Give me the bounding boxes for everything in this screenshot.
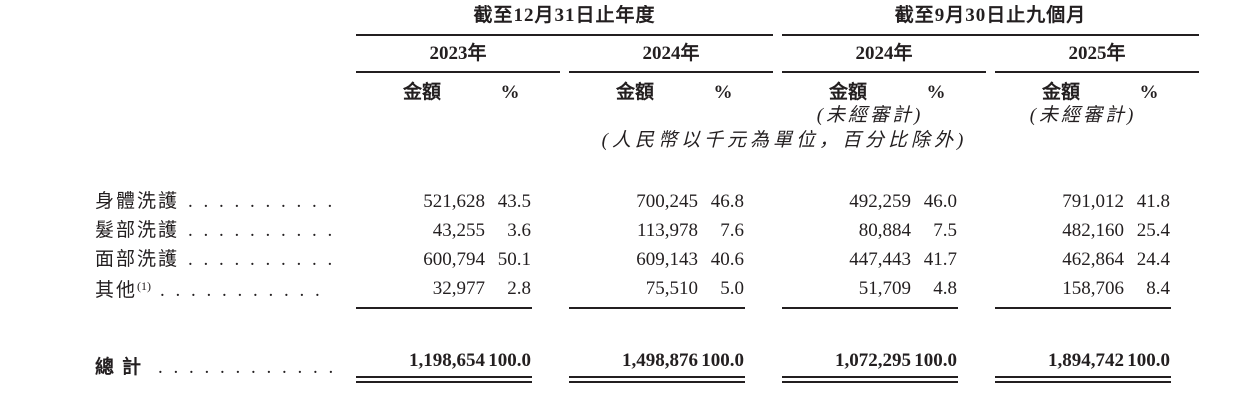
percent-value: 2.8 [488,271,532,309]
year-header-row: 2023年 2024年 2024年 2025年 [0,36,1200,73]
total-amount-value: 1,072,295 [782,340,915,383]
percent-column-header: % [500,82,520,103]
amount-column-header: 金額 [829,82,868,103]
row-others: 其他(1). . . . . . . . . . . 32,977 2.8 75… [0,271,1199,309]
amount-value: 51,709 [782,271,915,309]
period-group-header-row: 截至12月31日止年度 截至9月30日止九個月 [0,5,1200,36]
total-percent-value: 100.0 [488,340,532,383]
amount-value: 32,977 [356,271,488,309]
percent-value: 46.8 [710,191,744,212]
total-amount-value: 1,894,742 [995,340,1128,383]
amount-column-header: 金額 [1042,82,1081,103]
unaudited-note-row: (未經審計) (未經審計) [0,104,1199,127]
percent-column-header: % [1139,82,1159,103]
period-group-header-nine-month: 截至9月30日止九個月 [782,5,1200,36]
amount-value: 482,160 [1062,220,1125,241]
column-header-row: 金額 % 金額 % 金額 % 金額 % [0,73,1199,104]
row-label: 面部洗護. . . . . . . . . . [95,249,336,270]
year-header-2025: 2025年 [995,36,1200,73]
percent-value: 7.6 [720,220,744,241]
year-header-2023: 2023年 [356,36,560,73]
amount-column-header: 金額 [615,82,654,103]
amount-value: 521,628 [423,191,485,212]
row-total: 總計. . . . . . . . . . . . 1,198,654 100.… [0,340,1199,383]
leader-dots: . . . . . . . . . . [188,249,336,270]
row-label: 髮部洗護. . . . . . . . . . [95,220,336,241]
amount-value: 80,884 [858,220,912,241]
percent-value: 4.8 [914,271,959,309]
percent-value: 3.6 [507,220,531,241]
percent-value: 25.4 [1136,220,1171,241]
row-body-care: 身體洗護. . . . . . . . . . 521,628 43.5 700… [0,184,1199,213]
amount-value: 43,255 [432,220,485,241]
total-percent-value: 100.0 [914,340,959,383]
footnote-marker: (1) [137,279,152,293]
amount-value: 462,864 [1062,249,1125,270]
amount-value: 158,706 [995,271,1128,309]
total-percent-value: 100.0 [701,340,745,383]
total-amount-value: 1,498,876 [569,340,701,383]
percent-value: 43.5 [497,191,531,212]
year-header-2024-annual: 2024年 [569,36,774,73]
revenue-by-category-table: 截至12月31日止年度 截至9月30日止九個月 2023年 2024年 2024… [0,5,1200,383]
leader-dots: . . . . . . . . . . . [160,280,323,301]
amount-value: 700,245 [636,191,698,212]
percent-column-header: % [926,82,946,103]
leader-dots: . . . . . . . . . . . . [158,357,337,378]
row-facial-care: 面部洗護. . . . . . . . . . 600,794 50.1 609… [0,242,1199,271]
unaudited-note: (未經審計) [1029,105,1137,126]
amount-value: 600,794 [423,249,485,270]
leader-dots: . . . . . . . . . . [188,220,336,241]
period-group-header-annual: 截至12月31日止年度 [356,5,774,36]
year-header-2024-nine-month: 2024年 [782,36,987,73]
percent-value: 8.4 [1127,271,1172,309]
amount-value: 492,259 [849,191,912,212]
row-label: 身體洗護. . . . . . . . . . [95,191,336,212]
percent-value: 46.0 [923,191,958,212]
percent-value: 5.0 [701,271,745,309]
percent-value: 24.4 [1136,249,1171,270]
row-label: 其他(1). . . . . . . . . . . [95,279,323,301]
amount-column-header: 金額 [402,82,441,103]
amount-value: 791,012 [1062,191,1125,212]
row-hair-care: 髮部洗護. . . . . . . . . . 43,255 3.6 113,9… [0,213,1199,242]
percent-column-header: % [713,82,733,103]
percent-value: 50.1 [497,249,531,270]
percent-value: 41.8 [1136,191,1171,212]
amount-value: 75,510 [569,271,701,309]
amount-value: 113,978 [636,220,698,241]
percent-value: 40.6 [710,249,744,270]
amount-value: 447,443 [849,249,912,270]
percent-value: 41.7 [923,249,958,270]
total-amount-value: 1,198,654 [356,340,488,383]
unaudited-note: (未經審計) [816,105,924,126]
currency-unit-note: (人民幣以千元為單位，百分比除外) [601,130,968,151]
percent-value: 7.5 [933,220,958,241]
row-label: 總計. . . . . . . . . . . . [95,357,337,378]
amount-value: 609,143 [636,249,698,270]
leader-dots: . . . . . . . . . . [188,191,336,212]
total-percent-value: 100.0 [1127,340,1172,383]
unit-note-row: (人民幣以千元為單位，百分比除外) [0,127,1199,158]
